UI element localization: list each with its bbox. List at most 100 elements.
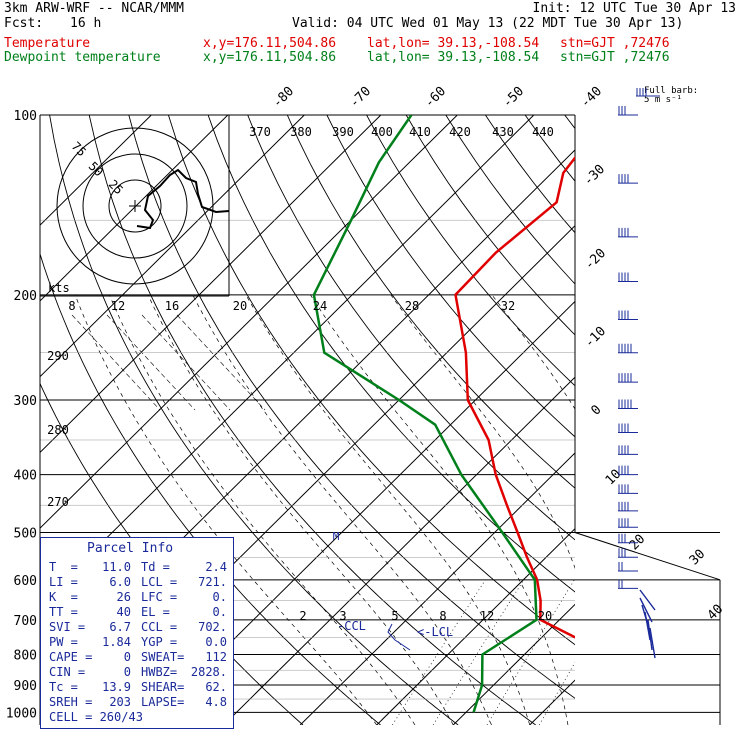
- mixing-ratio-label: 5: [391, 609, 398, 623]
- theta-label: 430: [492, 125, 514, 139]
- mixing-ratio-label: 3: [339, 609, 346, 623]
- isotherm-label: 10: [603, 467, 625, 489]
- hodograph-guide-line: [141, 314, 231, 411]
- dry-adiabat-line: [88, 115, 536, 725]
- parcel-value-b: 2.4: [205, 560, 227, 574]
- parcel-row: SVI = 6.7 CCL = 702.: [41, 620, 233, 635]
- parcel-value-a: 6.0: [109, 575, 131, 589]
- init-time: Init: 12 UTC Tue 30 Apr 13: [532, 1, 737, 16]
- hodograph-ring: [56, 127, 214, 285]
- theta-label: 280: [47, 423, 69, 437]
- parcel-row: TT = 40 EL = 0.: [41, 605, 233, 620]
- theta-label: 410: [409, 125, 431, 139]
- pressure-label: 1000: [6, 706, 37, 721]
- isotherm-label: -40: [578, 84, 605, 111]
- dry-adiabat-line: [564, 115, 575, 130]
- mixing-ratio-line: [586, 580, 667, 725]
- parcel-label-a: LI =: [49, 575, 78, 589]
- hodograph-speed-label: 8: [68, 299, 75, 313]
- isotherm-label: 30: [687, 547, 709, 569]
- dry-adiabat-line: [723, 115, 740, 725]
- isotherm-label: 0: [588, 402, 604, 418]
- parcel-label-a: CAPE =: [49, 650, 93, 664]
- dry-adiabat-line: [207, 115, 575, 593]
- barb-legend-line2: 5 m s⁻¹: [644, 95, 682, 105]
- isotherm-line: [223, 376, 575, 725]
- parcel-value-a: 1.84: [102, 635, 131, 649]
- pressure-label: 900: [14, 679, 37, 694]
- parcel-cell: CELL = 260/43: [49, 710, 143, 724]
- moist-adiabat-line: [310, 294, 569, 725]
- wind-barb-lower: [649, 627, 656, 659]
- parcel-label-b: YGP =: [141, 635, 178, 649]
- hodograph-trace: [136, 168, 230, 230]
- parcel-value-b: 62.: [205, 680, 227, 694]
- parcel-label-a: K =: [49, 590, 78, 604]
- parcel-label-b: SWEAT=: [141, 650, 185, 664]
- moist-adiabat-line: [147, 294, 454, 725]
- parcel-value-b: 702.: [198, 620, 227, 634]
- dewpoint-latlon: lat,lon= 39.13,-108.54: [367, 50, 540, 65]
- parcel-label-a: SVI =: [49, 620, 86, 634]
- dewpoint-xy: x,y=176.11,504.86: [203, 50, 337, 65]
- parcel-row: K = 26 LFC = 0.: [41, 590, 233, 605]
- hodograph-ring: [82, 153, 188, 259]
- isotherm-line: [452, 603, 575, 725]
- pressure-label: 300: [14, 394, 37, 409]
- isotherm-line: [146, 300, 575, 725]
- parcel-row: T = 11.0 Td = 2.4: [41, 560, 233, 575]
- isotherm-line: [40, 115, 305, 378]
- mixing-ratio-label: 12: [480, 609, 494, 623]
- forecast-label: Fcst:: [4, 16, 44, 31]
- moist-adiabat-line: [390, 294, 575, 569]
- mixing-ratio-line: [486, 579, 575, 725]
- dry-adiabat-line: [644, 115, 740, 725]
- theta-label: 440: [532, 125, 554, 139]
- pressure-label: 100: [14, 109, 37, 124]
- parcel-info-box: Parcel Info T = 11.0 Td = 2.4 LI = 6.0 LCL = 72…: [40, 537, 234, 729]
- parcel-label-a: TT =: [49, 605, 78, 619]
- parcel-value-a: 203: [109, 695, 131, 709]
- parcel-value-b: 0.: [212, 590, 227, 604]
- parcel-row: CAPE = 0 SWEAT= 112: [41, 650, 233, 665]
- dry-adiabat-line: [167, 115, 575, 646]
- valid-time: Valid: 04 UTC Wed 01 May 13 (22 MDT Tue …: [292, 16, 684, 31]
- hodograph-kts-label: kts: [48, 281, 70, 295]
- parcel-value-b: 2828.: [190, 665, 227, 679]
- parcel-row: Tc = 13.9 SHEAR= 62.: [41, 680, 233, 695]
- theta-label: 400: [371, 125, 393, 139]
- parcel-value-b: 721.: [198, 575, 227, 589]
- pressure-label: 500: [14, 527, 37, 542]
- dry-adiabat-line: [128, 115, 575, 699]
- dry-adiabat-line: [684, 115, 740, 725]
- parcel-row: PW = 1.84 YGP = 0.0: [41, 635, 233, 650]
- wind-barb-lower: [639, 589, 656, 611]
- temperature-station: stn=GJT ,72476: [560, 36, 670, 51]
- pressure-label: 400: [14, 469, 37, 484]
- parcel-info-title: Parcel Info: [87, 541, 174, 556]
- barb-legend-line1: Full barb:: [644, 86, 698, 96]
- pressure-label: 600: [14, 574, 37, 589]
- parcel-label-a: SREH =: [49, 695, 93, 709]
- m-label: M: [333, 530, 340, 543]
- parcel-label-b: CCL =: [141, 620, 178, 634]
- theta-label: 370: [249, 125, 271, 139]
- parcel-label-b: LAPSE=: [141, 695, 185, 709]
- hodograph-speed-label: 12: [111, 299, 125, 313]
- parcel-row: CIN = 0 HWBZ= 2828.: [41, 665, 233, 680]
- dry-adiabat-line: [366, 115, 575, 387]
- moist-adiabat-line: [74, 294, 377, 725]
- hodograph-guide-line: [106, 314, 196, 411]
- parcel-row: LI = 6.0 LCL = 721.: [41, 575, 233, 590]
- isotherm-line: [40, 115, 229, 302]
- moist-adiabat-line: [721, 295, 740, 725]
- theta-label: 420: [449, 125, 471, 139]
- hodograph-speed-label: 16: [165, 299, 179, 313]
- moist-adiabat-line: [108, 294, 416, 725]
- isotherm-line: [40, 115, 458, 529]
- theta-label: 270: [47, 495, 69, 509]
- parcel-value-a: 11.0: [102, 560, 131, 574]
- isotherm-label: -80: [270, 84, 297, 111]
- parcel-label-a: T =: [49, 560, 78, 574]
- parcel-value-a: 0: [123, 665, 131, 679]
